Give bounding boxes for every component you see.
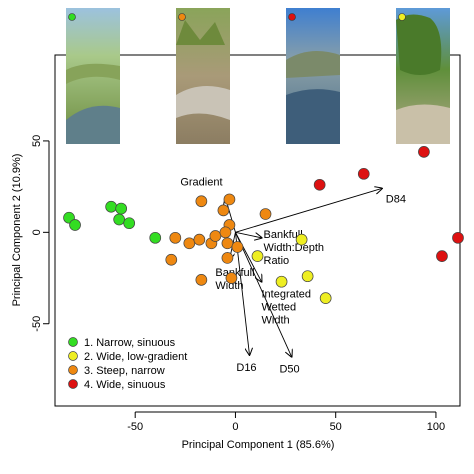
photo-marker [398, 13, 406, 21]
data-point [209, 230, 222, 242]
data-point [221, 252, 234, 264]
data-point [259, 208, 272, 220]
data-point [301, 270, 314, 283]
data-point [357, 167, 370, 180]
x-axis-label: Principal Component 1 (85.6%) [182, 439, 335, 451]
legend-label: 1. Narrow, sinuous [84, 337, 176, 349]
data-point [319, 292, 332, 304]
data-point [225, 272, 238, 284]
loading-label: Gradient [180, 177, 222, 189]
data-point [418, 146, 430, 158]
data-point [195, 195, 208, 208]
legend-marker [68, 337, 78, 347]
photo-panel-steep-narrow [176, 8, 230, 144]
legend-label: 3. Steep, narrow [84, 365, 165, 377]
legend-marker [68, 351, 78, 361]
x-tick-label: 100 [427, 421, 445, 433]
photo-panel-wide-sinuous [286, 8, 340, 144]
loading-label: IntegratedWettedWidth [262, 289, 312, 327]
loading-label: Bankfull Width:Depth Ratio [264, 229, 325, 267]
data-point [149, 231, 162, 244]
data-point [193, 233, 206, 246]
loading-arrow [235, 232, 261, 281]
data-point [123, 217, 136, 230]
data-point [313, 178, 326, 191]
data-point [436, 250, 448, 262]
plot-frame [54, 54, 461, 407]
y-axis-label: Principal Component 2 (10.9%) [11, 154, 23, 307]
photo-panel-narrow-sinuous [66, 8, 120, 144]
data-point [221, 237, 234, 250]
x-tick-label: -50 [127, 421, 143, 433]
data-point [219, 226, 232, 239]
data-point [295, 233, 308, 246]
data-point [105, 200, 117, 213]
data-point [169, 231, 182, 244]
loading-label: D50 [279, 364, 299, 376]
x-tick-label: 50 [330, 421, 342, 433]
loading-arrow [235, 188, 381, 233]
data-point [251, 250, 264, 262]
y-tick-label: -50 [31, 316, 43, 332]
legend-label: 4. Wide, sinuous [84, 379, 166, 391]
data-point [217, 204, 230, 217]
data-point [69, 219, 81, 231]
data-point [452, 231, 464, 244]
data-point [275, 275, 288, 288]
legend-marker [68, 379, 78, 389]
loading-arrow [235, 232, 291, 356]
data-point [231, 241, 244, 253]
data-point [223, 193, 236, 206]
x-tick-label: 0 [232, 421, 238, 433]
loading-arrow [235, 231, 261, 237]
y-tick-label: 0 [31, 229, 43, 235]
loading-label: D84 [386, 193, 406, 205]
data-point [183, 237, 196, 250]
data-point [115, 202, 128, 215]
photo-marker [288, 13, 296, 21]
photo-panel-wide-low-gradient [396, 8, 450, 144]
data-point [113, 213, 126, 226]
photo-marker [178, 13, 186, 21]
legend-marker [68, 365, 78, 375]
photo-marker [68, 13, 76, 21]
legend: 1. Narrow, sinuous 2. Wide, low-gradient 3… [68, 337, 187, 391]
loading-label: Bankfull Width [215, 267, 254, 292]
data-point [165, 253, 178, 266]
y-tick-label: 50 [31, 135, 43, 147]
data-point [195, 274, 208, 286]
loading-label: D16 [236, 362, 256, 374]
legend-label: 2. Wide, low-gradient [84, 351, 187, 363]
